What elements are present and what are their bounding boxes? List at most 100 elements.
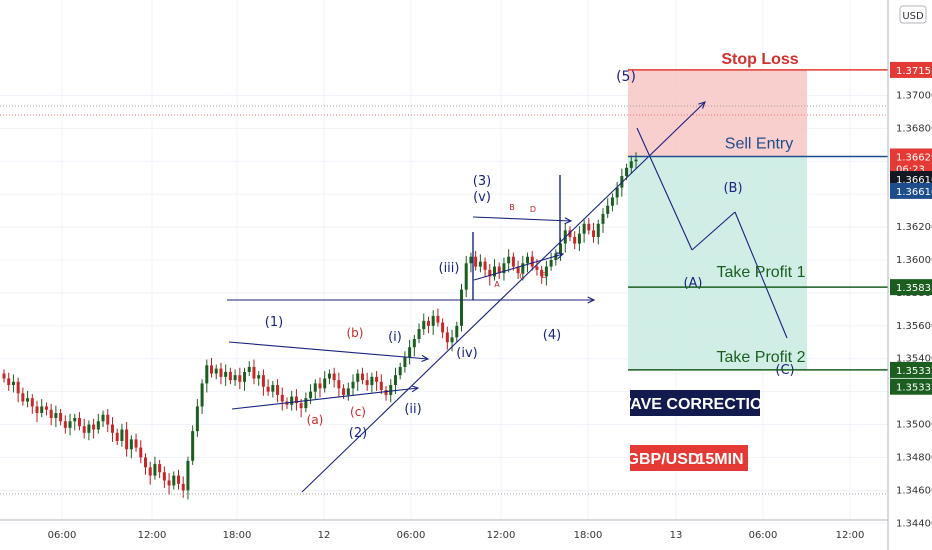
price-badge [890,378,932,395]
arrow-head [421,354,430,362]
wave-label-w1: (1) [265,315,283,330]
levels: Stop Loss Sell Entry Take Profit 1 Take Pro… [628,51,888,371]
wave-label-w4: (4) [543,328,561,343]
wave-label-wv: (v) [473,190,491,205]
candle-body [271,385,275,392]
timeframe-text: 15MIN [696,451,743,468]
candle-body [592,230,596,237]
candle-body [186,460,190,491]
trend-line [691,211,736,251]
candle-body [294,396,298,404]
price-badge-label: 1.35332 [896,366,932,377]
trend-line [228,341,429,360]
candle-body [422,320,426,330]
candle-body [299,403,303,409]
stop-loss-zone [628,69,807,157]
currency-button-label: USD [902,11,924,22]
price-badge-label: 1.36610 [896,187,932,198]
candle-body [87,424,91,433]
candle-body [110,424,114,433]
candle-body [210,365,214,374]
candle-body [549,260,553,267]
price-badge [890,279,932,296]
candle-body [59,413,63,422]
candle-body [577,233,581,244]
candle-body [601,213,605,224]
candle-body [511,256,515,267]
candle-body [615,187,619,198]
arrow-head [587,296,596,304]
wave-label-wb: (b) [347,326,364,340]
candle-body [540,269,544,277]
y-tick-label: 1.36000 [896,255,932,266]
take-profit-zone [628,156,807,370]
price-badge [890,182,932,199]
arrow-head [556,252,565,260]
y-tick-label: 1.36200 [896,222,932,233]
candle-body [507,256,511,264]
x-axis[interactable]: 06:00 12:00 18:00 12 06:00 12:00 18:00 13 06:00 1… [0,519,888,541]
candle-body [554,253,558,260]
candle-body [398,366,402,376]
candle-body [11,381,15,386]
y-axis-bg [888,0,932,550]
wave-label-cB: (B) [723,181,742,196]
candle-body [535,266,539,270]
price-badge-label: 1.37155 [896,66,932,77]
wave-correction-box [630,390,760,416]
candle-body [96,421,100,430]
take-profit-2-label: Take Profit 2 [717,349,806,366]
candle-body [497,266,501,274]
x-tick-label: 12:00 [487,530,516,541]
trend-line [231,387,419,410]
trend-lines [0,101,888,495]
candle-body [493,266,497,277]
candle-body [247,366,251,372]
y-tick-label: 1.37000 [896,90,932,101]
candle-body [219,368,223,377]
x-tick-label: 12 [318,530,331,541]
price-badge [890,148,932,165]
wave-label-tB: B [509,203,515,212]
candle-body [488,269,492,277]
candle-body [516,266,520,274]
price-badge-label: 1.36629 [896,152,932,163]
candle-body [526,256,530,264]
candle-body [26,398,30,402]
candle-body [426,320,430,326]
candle-body [450,337,454,343]
candle-body [559,243,563,254]
candle-body [544,266,548,277]
candle-body [290,396,294,405]
price-badge [890,361,932,378]
candle-body [342,388,346,395]
candle-body [365,380,369,386]
wave-label-w5: (5) [616,69,636,85]
y-tick-label: 1.36800 [896,123,932,134]
candle-body [587,223,591,231]
candle-body [356,373,360,382]
candle-body [148,467,152,476]
candle-body [521,263,525,274]
candle-body [106,414,110,425]
wave-label-wiv: (iv) [456,346,477,361]
candle-body [266,386,270,392]
candle-body [181,483,185,491]
candle-body [625,167,629,177]
wave-label-wii: (ii) [404,402,421,417]
candle-body [167,480,171,486]
candle-body [351,381,355,389]
y-axis[interactable]: 1.370001.368001.366001.364001.362001.360… [887,0,932,550]
arrow-head [698,101,706,109]
candle-body [54,413,58,418]
candle-body [276,385,280,395]
candle-body [139,447,143,458]
candle-body [2,373,6,379]
candle-body [125,429,129,450]
candle-body [191,431,195,461]
candle-body [200,383,204,407]
candle-body [346,388,350,395]
candle-body [49,409,53,418]
candle-body [379,381,383,390]
